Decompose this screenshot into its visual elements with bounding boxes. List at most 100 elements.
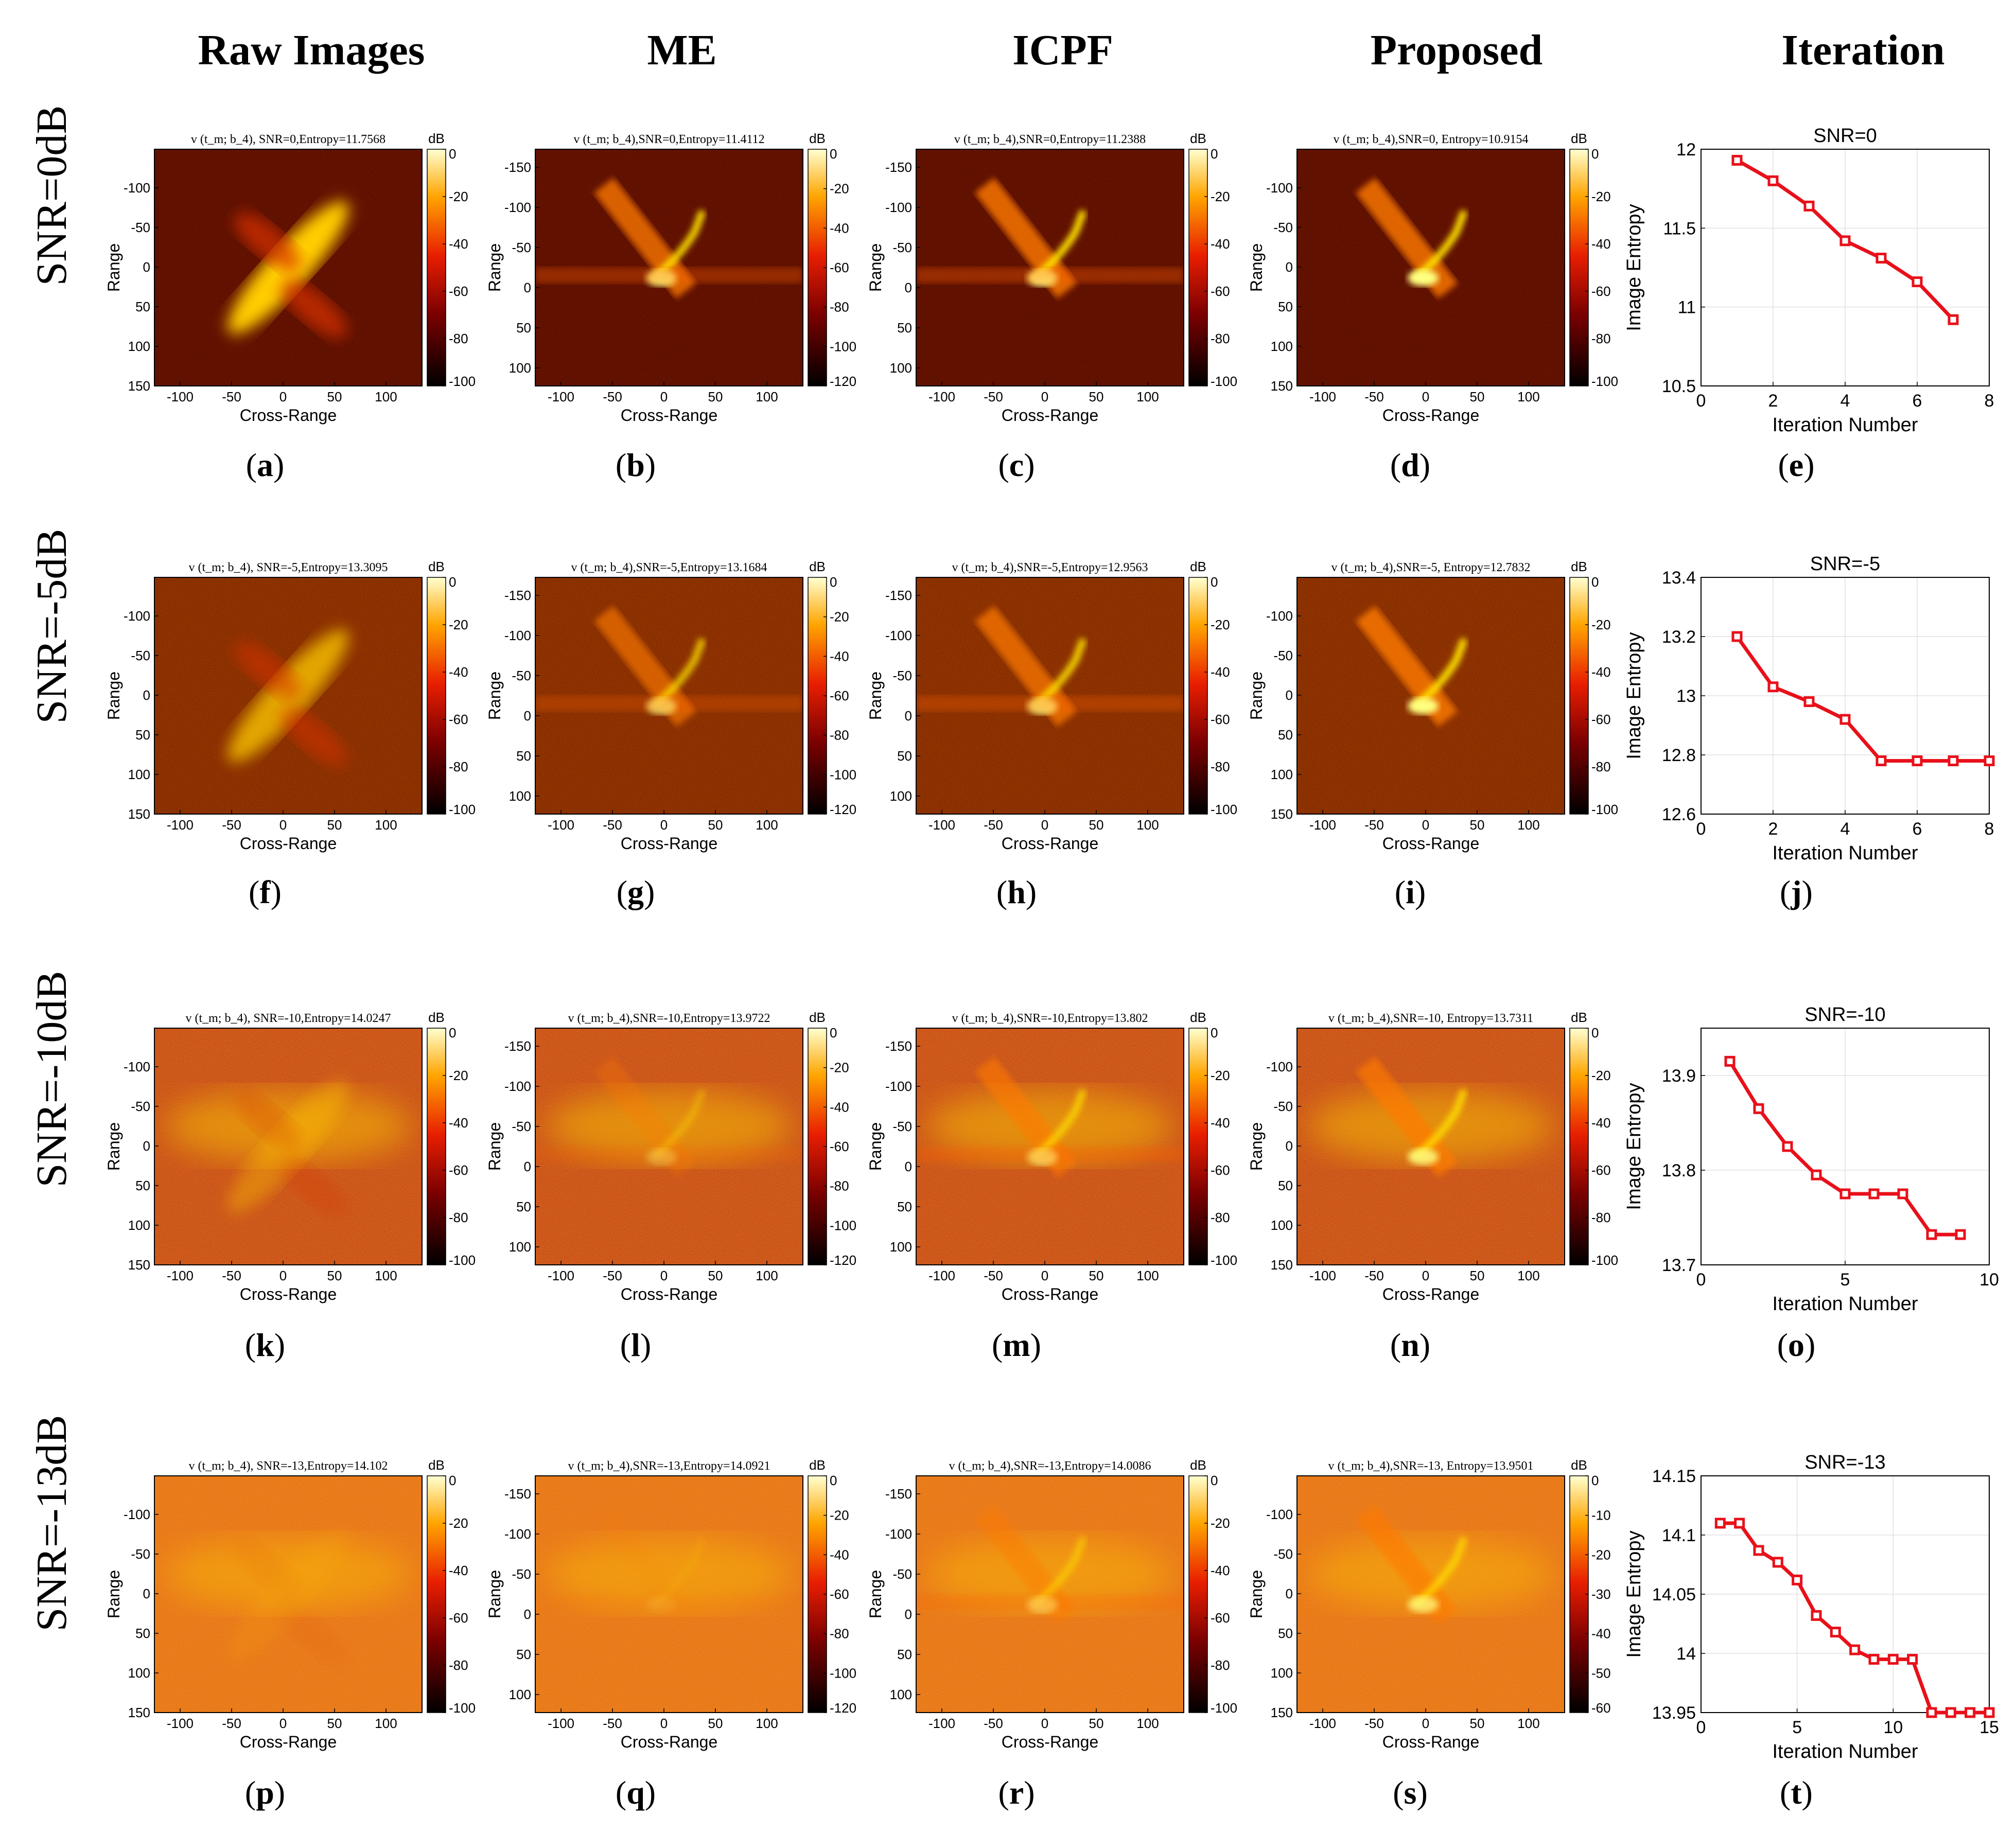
panel-heatmap	[1297, 1028, 1565, 1265]
y-tick-label: 100	[128, 767, 150, 782]
colorbar-tick-label: -60	[449, 1162, 468, 1178]
colorbar-tick-label: 0	[830, 146, 837, 162]
y-tick-label: 0	[143, 259, 150, 275]
colorbar-tick-label: -20	[1211, 617, 1230, 632]
y-tick-label: 50	[1278, 727, 1293, 743]
y-tick-label: 100	[890, 360, 912, 376]
colorbar-tick-label: 0	[449, 1025, 456, 1041]
isar-panel-4-2: v (t_m; b_4),SNR=-13,Entropy=14.0921 -100…	[485, 1457, 856, 1751]
x-tick-label: 6	[1913, 391, 1922, 411]
panel-heatmap	[916, 577, 1184, 814]
x-tick-label: 100	[1136, 389, 1159, 404]
colorbar-unit: dB	[1190, 1457, 1206, 1473]
y-tick-label: 150	[1271, 1257, 1293, 1273]
y-tick-label: 12.8	[1662, 746, 1696, 765]
y-tick-label: 100	[1271, 1665, 1293, 1681]
x-tick-label: 2	[1768, 391, 1778, 411]
panel-title: v (t_m; b_4), SNR=0,Entropy=11.7568	[191, 133, 385, 146]
isar-panel-2-2: v (t_m; b_4),SNR=-5,Entropy=13.1684 -100 -…	[485, 559, 856, 853]
x-tick-label: 15	[1979, 1718, 1999, 1737]
y-tick-label: -150	[504, 588, 531, 603]
x-tick-label: -50	[222, 1716, 241, 1731]
data-point	[1753, 1545, 1764, 1556]
data-point	[1714, 1518, 1726, 1529]
y-tick-label: -100	[504, 1526, 531, 1542]
colorbar-tick-label: 0	[830, 574, 837, 590]
colorbar-tick-label: -60	[1211, 284, 1230, 299]
y-tick-label: 100	[509, 788, 531, 804]
y-tick-label: -50	[131, 1099, 150, 1114]
subfigure-label-g: (g)	[617, 874, 655, 910]
x-tick-label: 100	[375, 817, 397, 833]
x-tick-label: 10	[1883, 1718, 1903, 1737]
y-tick-label: -100	[1266, 180, 1293, 196]
x-tick-label: -50	[222, 389, 241, 404]
subfigure-label-q: (q)	[616, 1774, 656, 1811]
x-tick-label: -50	[603, 1716, 622, 1731]
x-tick-label: 50	[327, 1716, 342, 1731]
x-tick-label: 100	[1136, 1268, 1159, 1283]
y-tick-label: -150	[504, 160, 531, 175]
y-tick-label: 50	[1278, 299, 1293, 314]
y-axis-label: Range	[104, 1570, 123, 1618]
x-tick-label: 0	[279, 389, 287, 404]
panel-heatmap	[916, 149, 1184, 386]
x-tick-label: 50	[1470, 1268, 1485, 1283]
colorbar-tick-label: -80	[830, 728, 849, 743]
colorbar-tick-label: -120	[830, 802, 856, 817]
panel-title: v (t_m; b_4),SNR=-5,Entropy=13.1684	[571, 561, 767, 574]
x-axis-label: Cross-Range	[1002, 1285, 1099, 1303]
y-tick-label: 13	[1676, 686, 1696, 706]
colorbar-tick-label: -40	[1211, 1563, 1230, 1578]
panel-title: v (t_m; b_4), SNR=-10,Entropy=14.0247	[185, 1012, 391, 1025]
colorbar-unit: dB	[428, 1010, 445, 1025]
y-tick-label: -100	[504, 628, 531, 643]
isar-panel-3-3: v (t_m; b_4),SNR=-10,Entropy=13.802 -100 -…	[866, 1010, 1237, 1303]
colorbar-tick-label: -60	[1211, 712, 1230, 727]
colorbar	[427, 1475, 446, 1713]
colorbar-tick-label: -80	[449, 1210, 468, 1225]
y-tick-label: -100	[124, 1059, 150, 1074]
y-tick-label: -150	[885, 588, 912, 603]
data-point	[1912, 276, 1923, 288]
x-tick-label: 8	[1985, 391, 1994, 411]
colorbar-tick-label: -40	[1591, 664, 1611, 680]
y-tick-label: -100	[124, 608, 150, 624]
subfigure-label-e: (e)	[1778, 447, 1814, 483]
subfigure-label-l: (l)	[620, 1327, 651, 1363]
x-tick-label: -50	[1364, 1268, 1384, 1283]
x-axis-label: Cross-Range	[621, 834, 718, 853]
colorbar-tick-label: 0	[449, 574, 456, 590]
colorbar-tick-label: -100	[1591, 374, 1618, 389]
data-point	[1839, 714, 1851, 725]
data-point	[1948, 755, 1959, 766]
x-tick-label: -50	[603, 389, 622, 404]
x-tick-label: 0	[660, 1268, 668, 1283]
colorbar-tick-label: -20	[449, 1068, 468, 1083]
y-tick-label: 0	[1286, 259, 1293, 275]
y-tick-label: -50	[131, 220, 150, 235]
x-tick-label: 0	[1422, 389, 1429, 404]
colorbar-tick-label: -40	[449, 1563, 468, 1578]
x-tick-label: 50	[1089, 1716, 1104, 1731]
data-point	[1811, 1610, 1822, 1621]
x-tick-label: 0	[1422, 817, 1429, 833]
colorbar-tick-label: -120	[830, 374, 856, 389]
chart-title: SNR=-5	[1810, 553, 1880, 575]
x-axis-label: Cross-Range	[1382, 834, 1480, 853]
y-tick-label: 13.7	[1662, 1256, 1696, 1275]
column-header-2: ME	[647, 26, 716, 74]
colorbar-tick-label: -40	[1591, 1115, 1611, 1131]
y-tick-label: 100	[890, 1239, 912, 1255]
y-tick-label: 0	[905, 280, 912, 295]
y-tick-label: 13.9	[1662, 1066, 1696, 1086]
subfigure-label-t: (t)	[1780, 1774, 1813, 1811]
colorbar-tick-label: -80	[1211, 1657, 1230, 1673]
colorbar-tick-label: -80	[449, 1657, 468, 1673]
subfigure-label-a: (a)	[246, 447, 285, 483]
x-tick-label: 100	[1136, 817, 1159, 833]
x-tick-label: 6	[1913, 819, 1922, 839]
subfigure-label-f: (f)	[249, 874, 282, 910]
colorbar-unit: dB	[809, 1010, 826, 1025]
